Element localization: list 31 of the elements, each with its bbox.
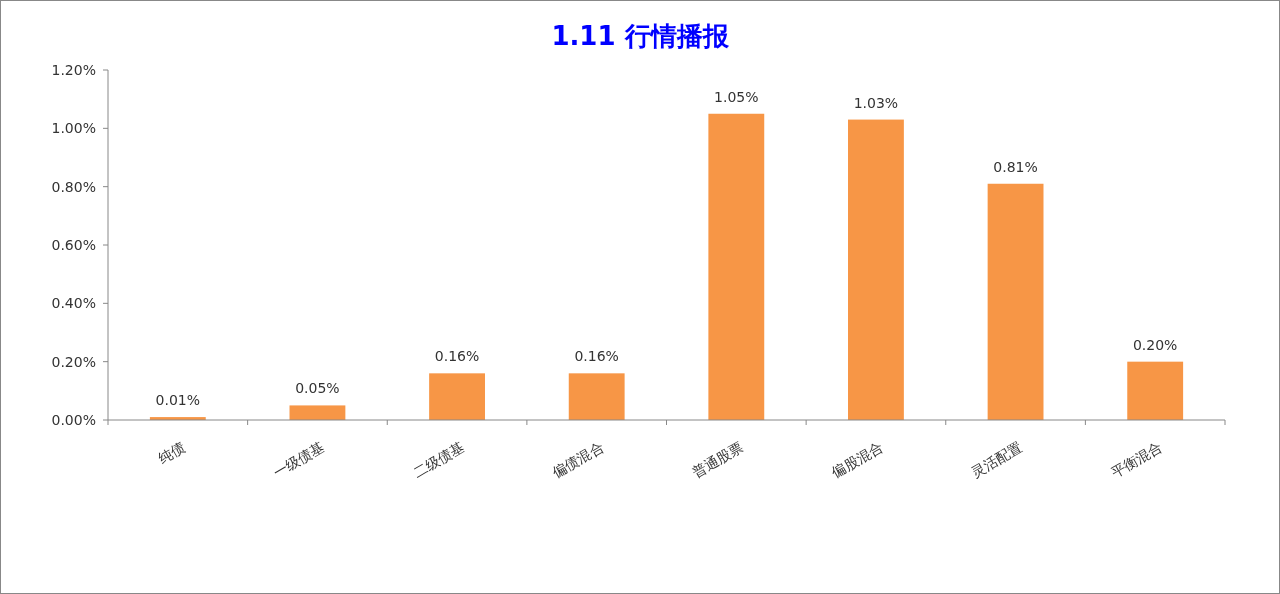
- data-label: 0.16%: [574, 348, 619, 365]
- data-label: 0.20%: [1132, 336, 1178, 353]
- y-tick-label: 1.00%: [51, 120, 96, 137]
- x-tick-label: 一级债基: [270, 438, 327, 481]
- y-tick-label: 0.00%: [51, 412, 96, 428]
- data-label: 0.05%: [295, 380, 340, 397]
- y-tick-label: 0.60%: [51, 237, 96, 253]
- bar: [568, 373, 625, 420]
- x-tick-label: 二级债基: [410, 438, 467, 481]
- data-label: 0.16%: [434, 348, 480, 365]
- y-tick-label: 0.20%: [51, 353, 96, 370]
- x-tick-label: 灵活配置: [968, 438, 1026, 481]
- bar: [289, 405, 346, 420]
- bar: [1127, 361, 1184, 420]
- y-tick-label: 1.20%: [51, 62, 96, 78]
- x-tick-label: 纯债: [155, 438, 188, 467]
- chart-title: 1.11 行情播报: [551, 21, 730, 51]
- data-label: 1.03%: [853, 94, 899, 111]
- bar: [708, 113, 765, 420]
- y-tick-label: 0.40%: [51, 295, 96, 312]
- bar: [429, 373, 485, 420]
- y-tick-label: 0.80%: [51, 178, 96, 195]
- data-label: 0.01%: [155, 392, 201, 409]
- data-label: 1.05%: [714, 88, 759, 105]
- x-tick-label: 偏债混合: [549, 438, 607, 481]
- data-label: 0.81%: [993, 158, 1038, 175]
- x-tick-label: 平衡混合: [1108, 438, 1165, 481]
- x-tick-label: 偏股混合: [828, 438, 886, 481]
- bar: [987, 183, 1044, 420]
- x-tick-label: 普通股票: [689, 438, 746, 481]
- bar: [848, 119, 904, 420]
